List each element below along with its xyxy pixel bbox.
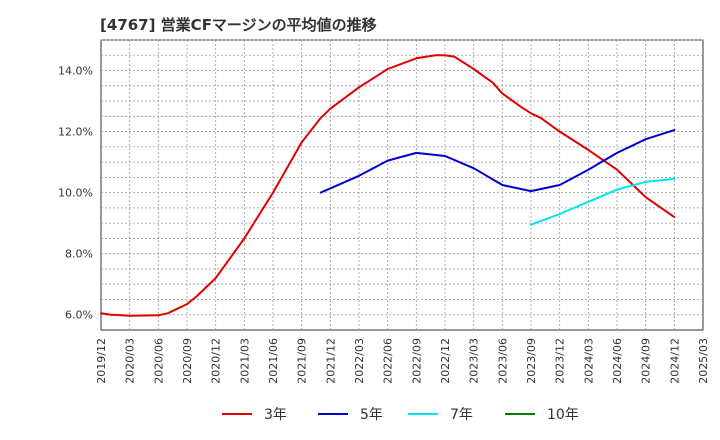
y-tick-label: 6.0% bbox=[65, 309, 93, 322]
x-tick-label: 2021/12 bbox=[324, 338, 337, 384]
x-tick-label: 2024/03 bbox=[582, 338, 595, 384]
y-tick-label: 8.0% bbox=[65, 248, 93, 261]
plot-area bbox=[100, 39, 704, 331]
x-tick-label: 2024/12 bbox=[668, 338, 681, 384]
legend-label: 3年 bbox=[264, 407, 287, 423]
y-tick-label: 10.0% bbox=[58, 187, 93, 200]
x-tick-label: 2020/03 bbox=[124, 338, 137, 384]
y-tick-label: 14.0% bbox=[58, 65, 93, 78]
x-tick-label: 2021/09 bbox=[296, 338, 309, 384]
series-line-2 bbox=[319, 129, 676, 194]
series-line-3 bbox=[530, 177, 676, 226]
x-tick-label: 2022/03 bbox=[353, 338, 366, 384]
x-tick-label: 2022/06 bbox=[382, 338, 395, 384]
x-tick-label: 2019/12 bbox=[95, 338, 108, 384]
x-tick-label: 2022/12 bbox=[439, 338, 452, 384]
x-tick-label: 2023/06 bbox=[496, 338, 509, 384]
x-tick-label: 2021/03 bbox=[238, 338, 251, 384]
x-tick-label: 2023/09 bbox=[525, 338, 538, 384]
x-tick-label: 2020/12 bbox=[210, 338, 223, 384]
x-tick-label: 2020/09 bbox=[181, 338, 194, 384]
x-tick-label: 2021/06 bbox=[267, 338, 280, 384]
x-tick-label: 2025/03 bbox=[697, 338, 710, 384]
x-tick-label: 2024/09 bbox=[640, 338, 653, 384]
series-line-1 bbox=[100, 54, 676, 317]
y-tick-label: 12.0% bbox=[58, 126, 93, 139]
x-tick-label: 2022/09 bbox=[410, 338, 423, 384]
x-tick-label: 2023/12 bbox=[554, 338, 567, 384]
legend-label: 10年 bbox=[547, 407, 579, 423]
x-tick-label: 2020/06 bbox=[152, 338, 165, 384]
legend-label: 7年 bbox=[450, 407, 473, 423]
legend-label: 5年 bbox=[360, 407, 383, 423]
chart-title: [4767] 営業CFマージンの平均値の推移 bbox=[100, 16, 377, 34]
x-tick-label: 2023/03 bbox=[468, 338, 481, 384]
x-tick-label: 2024/06 bbox=[611, 338, 624, 384]
